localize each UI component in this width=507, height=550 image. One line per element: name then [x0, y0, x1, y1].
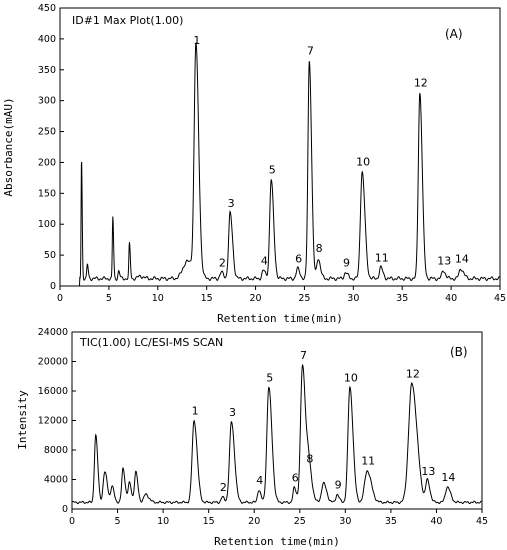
panel-a-x-ticks: 0 5 10 15 20 25 30 35 40 45	[57, 286, 506, 304]
a-peak-label: 5	[269, 164, 276, 177]
a-y-tick-label: 50	[44, 250, 56, 261]
a-peak-label: 4	[261, 255, 268, 268]
b-y-tick-label: 0	[62, 504, 68, 515]
a-x-tick-label: 40	[445, 293, 457, 304]
a-peak-label: 6	[295, 253, 302, 266]
a-peak-label: 10	[356, 156, 370, 169]
b-peak-label: 14	[441, 471, 455, 484]
a-x-tick-label: 5	[106, 293, 112, 304]
panel-a-y-axis-label: Absorbance(mAU)	[2, 97, 15, 196]
a-y-tick-label: 400	[38, 34, 56, 45]
a-x-tick-label: 35	[396, 293, 408, 304]
a-x-tick-label: 0	[57, 293, 63, 304]
a-y-tick-label: 350	[38, 65, 56, 76]
a-x-tick-label: 15	[201, 293, 213, 304]
panel-b-title: TIC(1.00) LC/ESI-MS SCAN	[79, 336, 223, 349]
b-peak-label: 3	[229, 406, 236, 419]
panel-a-label: (A)	[445, 27, 463, 41]
panel-a-y-ticks: 0 50 100 150 200 250 300 350 400 450	[38, 3, 64, 292]
b-peak-label: 11	[361, 455, 375, 468]
b-y-tick-label: 16000	[38, 386, 68, 397]
a-y-tick-label: 0	[50, 281, 56, 292]
a-peak-label: 12	[414, 77, 428, 90]
panel-b-x-axis-label: Retention time(min)	[214, 535, 340, 548]
a-y-tick-label: 150	[38, 188, 56, 199]
b-x-tick-label: 30	[339, 516, 351, 527]
b-x-tick-label: 15	[203, 516, 215, 527]
b-peak-label: 2	[220, 481, 227, 494]
a-y-tick-label: 250	[38, 127, 56, 138]
b-x-tick-label: 0	[69, 516, 75, 527]
a-peak-label: 1	[193, 34, 200, 47]
b-x-tick-label: 25	[294, 516, 306, 527]
a-y-tick-label: 300	[38, 96, 56, 107]
panel-b-x-ticks: 0 5 10 15 20 25 30 35 40 45	[69, 509, 488, 527]
a-peak-label: 13	[437, 255, 451, 268]
b-peak-label: 8	[306, 452, 313, 465]
b-peak-label: 13	[421, 465, 435, 478]
a-y-tick-label: 100	[38, 219, 56, 230]
panel-a-frame	[59, 7, 501, 287]
panel-b-chromatogram: TIC(1.00) LC/ESI-MS SCAN (B) 04000800012…	[16, 327, 488, 548]
a-peak-label: 7	[307, 45, 314, 58]
b-peak-label: 10	[344, 371, 358, 384]
panel-a-chromatogram: ID#1 Max Plot(1.00) (A) 0501001502002503…	[2, 3, 506, 325]
a-x-tick-label: 30	[347, 293, 359, 304]
b-x-tick-label: 40	[430, 516, 442, 527]
b-y-tick-label: 24000	[38, 327, 68, 338]
b-y-tick-label: 4000	[44, 475, 68, 486]
b-y-tick-label: 8000	[44, 445, 68, 456]
panel-b-label: (B)	[450, 345, 468, 359]
b-x-tick-label: 20	[248, 516, 260, 527]
b-peak-label: 5	[266, 371, 273, 384]
panel-a-x-axis-label: Retention time(min)	[217, 312, 343, 325]
b-y-tick-label: 12000	[38, 416, 68, 427]
panel-a-trace	[60, 42, 501, 287]
a-peak-label: 3	[228, 197, 235, 210]
a-x-tick-label: 10	[152, 293, 164, 304]
b-peak-label: 12	[406, 368, 420, 381]
a-x-tick-label: 25	[298, 293, 310, 304]
a-x-tick-label: 20	[250, 293, 262, 304]
a-peak-label: 2	[219, 256, 226, 269]
b-peak-label: 9	[335, 478, 342, 491]
b-peak-label: 4	[256, 474, 263, 487]
panel-a-title: ID#1 Max Plot(1.00)	[72, 14, 183, 27]
a-x-tick-label: 45	[494, 293, 506, 304]
b-y-tick-label: 20000	[38, 357, 68, 368]
a-peak-label: 11	[375, 251, 389, 264]
a-y-tick-label: 450	[38, 3, 56, 14]
b-x-tick-label: 35	[385, 516, 397, 527]
b-peak-label: 1	[192, 405, 199, 418]
panel-b-y-ticks: 0 4000 8000 12000 16000 20000 24000	[38, 327, 76, 515]
a-y-tick-label: 200	[38, 157, 56, 168]
panel-b-y-axis-label: Intensity	[16, 390, 29, 450]
a-peak-label: 14	[455, 253, 469, 266]
b-peak-label: 6	[292, 472, 299, 485]
b-x-tick-label: 5	[115, 516, 121, 527]
panel-b-trace	[71, 363, 483, 505]
b-peak-label: 7	[300, 349, 307, 362]
a-peak-label: 8	[316, 242, 323, 255]
b-x-tick-label: 10	[157, 516, 169, 527]
b-x-tick-label: 45	[476, 516, 488, 527]
a-peak-label: 9	[343, 256, 350, 269]
